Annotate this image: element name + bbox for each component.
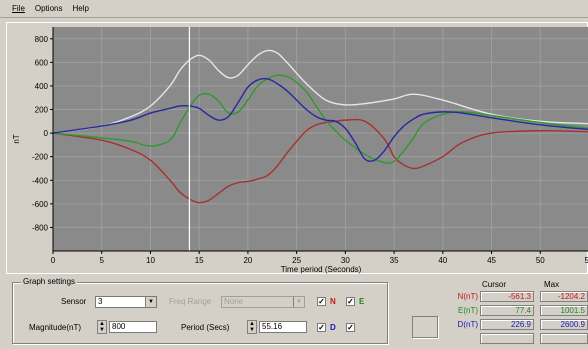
readout-e-label: E(nT) <box>458 306 478 315</box>
readout-e-cursor: 77.4 <box>480 305 534 316</box>
y-tick-label: 600 <box>35 58 49 67</box>
x-tick-label: 20 <box>243 256 252 265</box>
y-axis-label: nT <box>12 134 21 143</box>
y-tick-label: -200 <box>32 153 49 162</box>
readout-extra-max <box>540 333 588 344</box>
menu-options[interactable]: Options <box>34 4 63 13</box>
checkbox-e-label: E <box>359 297 365 306</box>
chart-area[interactable]: 800 600 400 200 0 -200 -400 -600 -800 0 5 10 15 20 25 3… <box>7 23 588 275</box>
max-header: Max <box>544 280 560 289</box>
readout-d-cursor: 226.9 <box>480 319 534 330</box>
x-tick-label: 35 <box>390 256 399 265</box>
y-tick-label: 800 <box>35 35 49 44</box>
checkbox-n-label: N <box>330 297 336 306</box>
freq-range-label: Freq Range <box>169 297 212 306</box>
spin-up-icon[interactable]: ▲ <box>249 321 255 327</box>
y-tick-label: -800 <box>32 223 49 232</box>
checkbox-d-label: D <box>330 323 336 332</box>
sensor-value: 3 <box>98 297 103 306</box>
readout-n-max: -1204.2 <box>540 291 588 302</box>
x-axis-label: Time period (Seconds) <box>281 265 362 274</box>
x-tick-label: 55 <box>585 256 588 265</box>
y-tick-label: -600 <box>32 200 49 209</box>
status-box <box>412 316 438 338</box>
readout-panel: Cursor Max N(nT) -561.3 -1204.2 E(nT) 77… <box>444 280 588 346</box>
menu-file[interactable]: File <box>12 4 25 13</box>
x-tick-label: 25 <box>292 256 301 265</box>
spin-down-icon[interactable]: ▼ <box>99 327 105 333</box>
x-tick-label: 10 <box>146 256 155 265</box>
freq-range-select[interactable]: None ▼ <box>221 296 305 308</box>
series-line-f <box>52 49 588 134</box>
period-input[interactable]: 55.16 <box>259 321 307 333</box>
spin-up-icon[interactable]: ▲ <box>99 321 105 327</box>
magnitude-label: Magnitude(nT) <box>29 323 82 332</box>
series-line-e <box>52 74 588 164</box>
checkbox-f[interactable]: ✓ <box>346 323 355 332</box>
readout-d-max: 2600.9 <box>540 319 588 330</box>
x-tick-label: 0 <box>51 256 56 265</box>
magnitude-input[interactable]: 800 <box>109 321 157 333</box>
chevron-down-icon[interactable]: ▼ <box>145 297 156 307</box>
series-line-n <box>52 118 588 204</box>
spin-down-icon[interactable]: ▼ <box>249 327 255 333</box>
sensor-select[interactable]: 3 ▼ <box>95 296 157 308</box>
period-spinner[interactable]: ▲ ▼ <box>247 320 257 334</box>
graph-settings-group: Graph settings Sensor 3 ▼ Freq Range Non… <box>12 277 388 344</box>
readout-extra-cursor <box>480 333 534 344</box>
x-tick-label: 40 <box>438 256 447 265</box>
readout-e-max: 1001.5 <box>540 305 588 316</box>
sensor-label: Sensor <box>61 297 87 306</box>
chevron-down-icon[interactable]: ▼ <box>293 297 304 307</box>
magnetometer-chart[interactable]: 800 600 400 200 0 -200 -400 -600 -800 0 5 10 15 20 25 3… <box>7 23 588 275</box>
x-tick-label: 5 <box>100 256 105 265</box>
y-tick-label: 0 <box>44 129 49 138</box>
freq-range-value: None <box>224 297 244 306</box>
checkbox-n[interactable]: ✓ <box>317 297 326 306</box>
checkbox-e[interactable]: ✓ <box>346 297 355 306</box>
y-tick-label: 400 <box>35 82 49 91</box>
period-label: Period (Secs) <box>181 323 230 332</box>
series-line-d <box>52 77 588 162</box>
readout-n-cursor: -561.3 <box>480 291 534 302</box>
x-tick-label: 30 <box>341 256 350 265</box>
chart-panel: 800 600 400 200 0 -200 -400 -600 -800 0 5 10 15 20 25 3… <box>6 22 588 274</box>
menu-help[interactable]: Help <box>72 4 89 13</box>
graph-settings-title: Graph settings <box>21 277 78 286</box>
x-tick-label: 45 <box>487 256 496 265</box>
readout-d-label: D(nT) <box>457 320 478 329</box>
x-tick-label: 50 <box>536 256 545 265</box>
magnitude-spinner[interactable]: ▲ ▼ <box>97 320 107 334</box>
y-tick-label: -400 <box>32 176 49 185</box>
plot-background <box>53 27 588 251</box>
checkbox-d[interactable]: ✓ <box>317 323 326 332</box>
cursor-header: Cursor <box>482 280 507 289</box>
menu-bar: File Options Help <box>0 0 588 18</box>
readout-n-label: N(nT) <box>457 292 478 301</box>
y-tick-label: 200 <box>35 106 49 115</box>
x-tick-label: 15 <box>195 256 204 265</box>
